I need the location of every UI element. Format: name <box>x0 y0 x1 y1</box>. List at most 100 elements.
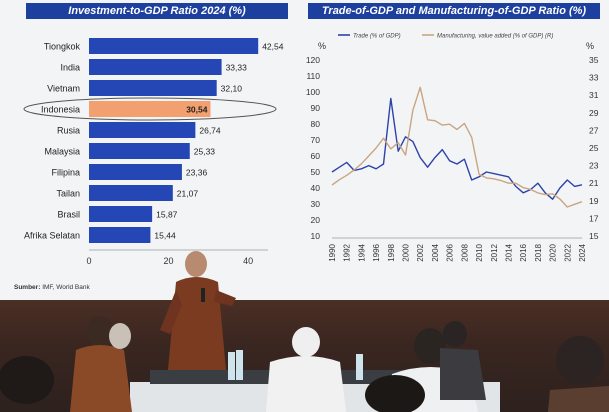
investment-bar-chart: Tiongkok 42,54 India 33,33 Vietnam 32,10 Indon… <box>23 38 284 266</box>
bar-category-label: Afrika Selatan <box>24 231 80 241</box>
audience-scene <box>0 251 609 412</box>
bar-filipina <box>89 164 182 180</box>
x-tick-label: 1994 <box>357 243 366 261</box>
left-axis-unit: % <box>318 41 326 51</box>
bar-tailan <box>89 185 173 201</box>
left-y-tick-label: 30 <box>311 199 321 209</box>
x-tick-label: 1996 <box>372 243 381 261</box>
bar-afrika-selatan <box>89 227 151 243</box>
left-y-tick-label: 10 <box>311 231 321 241</box>
x-tick-label: 2012 <box>490 243 499 261</box>
left-y-tick-label: 100 <box>306 87 320 97</box>
audience-member <box>440 321 486 400</box>
legend-label: Manufacturing, value added (% of GDP) (R… <box>437 34 553 40</box>
bar-value-label: 21,07 <box>177 189 199 199</box>
bar-category-label: Brasil <box>57 210 80 220</box>
right-y-tick-label: 23 <box>589 161 599 171</box>
bar-tiongkok <box>89 38 259 54</box>
audience-member <box>365 375 425 412</box>
trade-manufacturing-line-chart: % % Trade (% of GDP) Manufacturing, value a… <box>306 34 599 262</box>
left-y-tick-label: 40 <box>311 183 321 193</box>
left-panel-title: Investment-to-GDP Ratio 2024 (%) <box>26 3 288 19</box>
audience-member <box>266 327 346 412</box>
x-tick-label: 2006 <box>446 243 455 261</box>
x-tick-label: 40 <box>243 256 253 266</box>
audience-member <box>70 316 132 412</box>
bar-vietnam <box>89 80 217 96</box>
bar-value-label: 15,87 <box>156 210 178 220</box>
right-y-tick-label: 17 <box>589 213 599 223</box>
bar-category-label: Tailan <box>56 189 80 199</box>
x-tick-label: 0 <box>86 256 91 266</box>
x-tick-label: 1990 <box>328 243 337 261</box>
bar-category-label: India <box>60 63 80 73</box>
source-label: Sumber: <box>14 284 41 291</box>
x-tick-label: 20 <box>164 256 174 266</box>
left-y-tick-label: 110 <box>306 71 320 81</box>
manufacturing-series-line <box>331 86 583 208</box>
bar-value-label: 42,54 <box>262 42 284 52</box>
x-tick-label: 1992 <box>343 243 352 261</box>
right-y-tick-label: 21 <box>589 178 599 188</box>
water-bottle <box>356 354 363 380</box>
x-tick-label: 2008 <box>460 243 469 261</box>
x-tick-label: 2024 <box>578 243 587 261</box>
bar-value-label: 15,44 <box>154 231 176 241</box>
right-y-tick-label: 15 <box>589 231 599 241</box>
left-y-tick-label: 120 <box>306 55 320 65</box>
water-bottle <box>228 352 235 380</box>
source-note: Sumber: IMF, World Bank <box>14 284 90 291</box>
left-y-tick-label: 20 <box>311 215 321 225</box>
left-y-tick-label: 60 <box>311 151 321 161</box>
trade-series-line <box>331 97 583 200</box>
speaker <box>160 251 236 370</box>
bar-value-label: 23,36 <box>186 168 208 178</box>
legend-label: Trade (% of GDP) <box>353 34 401 40</box>
audience-member <box>548 336 609 412</box>
right-y-tick-label: 29 <box>589 108 599 118</box>
x-tick-label: 2022 <box>563 243 572 261</box>
right-y-tick-label: 19 <box>589 196 599 206</box>
left-y-tick-label: 80 <box>311 119 321 129</box>
x-tick-label: 2016 <box>519 243 528 261</box>
x-tick-label: 1998 <box>387 243 396 261</box>
x-tick-label: 2014 <box>504 243 513 261</box>
left-y-tick-label: 70 <box>311 135 321 145</box>
projection-screen: Investment-to-GDP Ratio 2024 (%) Tiongko… <box>0 0 609 300</box>
bar-category-label: Vietnam <box>47 84 80 94</box>
left-y-tick-label: 90 <box>311 103 321 113</box>
highlight-ring <box>23 97 277 121</box>
bar-value-label: 33,33 <box>226 63 248 73</box>
bar-category-label: Indonesia <box>41 105 80 115</box>
water-bottle <box>236 350 243 380</box>
bar-brasil <box>89 206 153 222</box>
x-tick-label: 2020 <box>549 243 558 261</box>
bar-category-label: Rusia <box>57 126 80 136</box>
bar-value-label: 26,74 <box>199 126 221 136</box>
x-tick-label: 2010 <box>475 243 484 261</box>
left-y-tick-label: 50 <box>311 167 321 177</box>
bar-value-label: 25,33 <box>194 147 216 157</box>
audience-member <box>0 356 54 404</box>
bar-indonesia <box>89 101 211 117</box>
bar-india <box>89 59 222 75</box>
right-y-tick-label: 31 <box>589 90 599 100</box>
bar-malaysia <box>89 143 190 159</box>
x-tick-label: 2000 <box>402 243 411 261</box>
right-panel-title: Trade-of-GDP and Manufacturing-of-GDP Ra… <box>308 3 600 19</box>
bar-category-label: Malaysia <box>44 147 80 157</box>
bar-rusia <box>89 122 196 138</box>
x-tick-label: 2018 <box>534 243 543 261</box>
right-y-tick-label: 35 <box>589 55 599 65</box>
bar-value-label: 32,10 <box>221 84 243 94</box>
right-y-tick-label: 27 <box>589 125 599 135</box>
bar-category-label: Tiongkok <box>44 42 81 52</box>
audience-member <box>109 323 131 349</box>
bar-value-label: 30,54 <box>186 105 208 115</box>
source-text: IMF, World Bank <box>42 284 90 291</box>
bar-category-label: Filipina <box>51 168 80 178</box>
x-tick-label: 2002 <box>416 243 425 261</box>
right-y-tick-label: 25 <box>589 143 599 153</box>
right-y-tick-label: 33 <box>589 73 599 83</box>
x-tick-label: 2004 <box>431 243 440 261</box>
